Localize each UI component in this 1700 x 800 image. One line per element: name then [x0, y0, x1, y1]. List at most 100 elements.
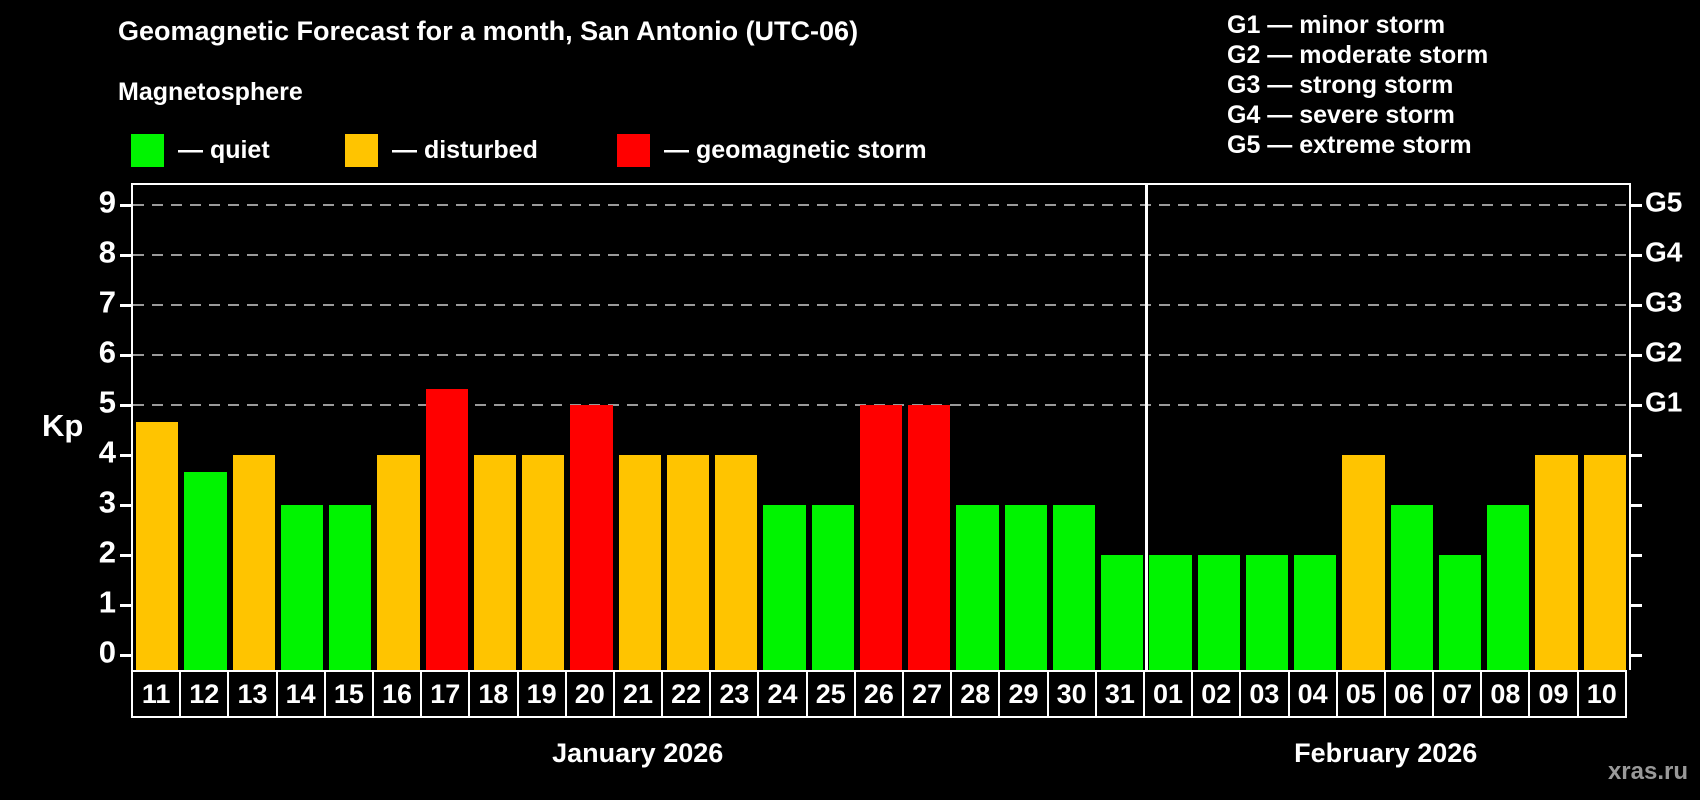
left-tick-kp3: [120, 504, 131, 507]
day-label-cell: 11: [131, 670, 182, 718]
right-tick-kp9: [1631, 204, 1642, 207]
kp-bar-day-22: [666, 455, 710, 670]
y-axis-label-2: 2: [98, 534, 116, 570]
y-axis-label-8: 8: [98, 234, 116, 270]
day-label-cell: 23: [709, 670, 760, 718]
y-axis-label-4: 4: [98, 434, 116, 470]
day-label-cell: 13: [227, 670, 278, 718]
kp-bar-day-08: [1487, 505, 1530, 670]
x-axis-day-row: 11 12 13 14 15 16 17 18 19 20 21 22 23 24 25 26 27 28 29 30…: [131, 670, 1627, 718]
right-tick-kp7: [1631, 304, 1642, 307]
day-label-cell: 30: [1046, 670, 1097, 718]
kp-bar-day-31: [1101, 555, 1144, 670]
kp-bar-day-11: [136, 421, 179, 670]
y-axis-label-5: 5: [98, 384, 116, 420]
kp-bar-day-27: [908, 405, 951, 670]
day-label-cell: 07: [1432, 670, 1483, 718]
right-axis-label-G2: G2: [1645, 336, 1683, 368]
kp-bar-day-24: [763, 505, 806, 670]
right-tick-kp5: [1631, 404, 1642, 407]
day-label-cell: 17: [420, 670, 471, 718]
storm-scale-line-1: G1 — minor storm: [1227, 11, 1446, 39]
series-legend: — quiet — disturbed — geomagnetic storm: [0, 133, 1100, 167]
quiet-swatch: [131, 133, 164, 167]
left-tick-kp5: [120, 404, 131, 407]
right-axis-label-G1: G1: [1645, 386, 1683, 418]
legend-item-label: — geomagnetic storm: [664, 135, 927, 164]
day-label-cell: 09: [1528, 670, 1579, 718]
day-label-cell: 04: [1287, 670, 1338, 718]
kp-bar-day-26: [859, 405, 903, 670]
day-label-cell: 29: [998, 670, 1049, 718]
kp-bar-day-12: [184, 471, 227, 670]
right-tick-kp8: [1631, 254, 1642, 257]
storm-swatch: [617, 133, 650, 167]
y-axis-label-1: 1: [98, 584, 116, 620]
day-label-cell: 28: [950, 670, 1001, 718]
right-axis-labels: G1 G2 G3 G4 G5: [1645, 183, 1700, 668]
day-label-cell: 10: [1576, 670, 1627, 718]
kp-bar-day-19: [522, 455, 565, 670]
kp-bar-day-01: [1149, 555, 1192, 670]
chart-title: Geomagnetic Forecast for a month, San An…: [118, 16, 859, 46]
magnetosphere-label: Magnetosphere: [118, 78, 303, 106]
day-label-cell: 25: [805, 670, 856, 718]
left-tick-kp9: [120, 204, 131, 207]
day-label-cell: 05: [1335, 670, 1386, 718]
month-separator-line: [1144, 185, 1148, 670]
right-axis-label-G3: G3: [1645, 286, 1683, 318]
y-axis-label-0: 0: [98, 634, 116, 670]
month-label: February 2026: [1294, 738, 1478, 768]
storm-scale-legend: G1 — minor storm G2 — moderate storm G3 — …: [1227, 10, 1488, 160]
left-tick-kp0: [120, 654, 131, 657]
left-tick-kp2: [120, 554, 131, 557]
day-label-cell: 26: [853, 670, 904, 718]
day-label-cell: 31: [1094, 670, 1145, 718]
legend-item-quiet: — quiet: [131, 133, 270, 167]
right-tick-kp4: [1631, 454, 1642, 457]
day-label-cell: 19: [516, 670, 567, 718]
kp-bar-day-30: [1052, 505, 1096, 670]
kp-bar-day-06: [1390, 505, 1433, 670]
storm-scale-line-3: G3 — strong storm: [1227, 71, 1454, 99]
day-label-cell: 18: [468, 670, 519, 718]
month-label: January 2026: [552, 738, 724, 768]
kp-bar-day-29: [1004, 505, 1047, 670]
kp-bar-day-02: [1197, 555, 1240, 670]
day-label-cell: 27: [902, 670, 953, 718]
kp-bar-day-28: [956, 505, 999, 670]
gridline-kp9: [133, 204, 1629, 206]
right-tick-kp0: [1631, 654, 1642, 657]
day-label-cell: 03: [1239, 670, 1290, 718]
kp-bar-day-25: [811, 505, 854, 670]
left-tick-kp8: [120, 254, 131, 257]
storm-scale-line-4: G4 — severe storm: [1227, 101, 1455, 129]
right-axis-label-G4: G4: [1645, 236, 1683, 268]
right-axis-label-G5: G5: [1645, 186, 1683, 218]
kp-bar-day-17: [425, 388, 468, 670]
kp-bar-day-20: [570, 405, 613, 670]
y-axis-label-6: 6: [98, 334, 116, 370]
gridline-kp7: [133, 304, 1629, 306]
left-tick-kp1: [120, 604, 131, 607]
day-label-cell: 15: [323, 670, 374, 718]
legend-item-storm: — geomagnetic storm: [617, 133, 927, 167]
plot-area: [120, 183, 1642, 670]
right-tick-kp6: [1631, 354, 1642, 357]
day-label-cell: 14: [275, 670, 326, 718]
y-axis-label-3: 3: [98, 484, 116, 520]
gridline-kp6: [133, 354, 1629, 356]
legend-item-label: — disturbed: [392, 135, 538, 164]
day-label-cell: 08: [1480, 670, 1531, 718]
kp-bar-day-18: [473, 455, 517, 670]
kp-bar-day-05: [1342, 455, 1385, 670]
kp-bar-day-13: [232, 455, 275, 670]
kp-bar-day-04: [1294, 555, 1337, 670]
kp-bar-day-16: [377, 455, 420, 670]
kp-bar-day-23: [715, 455, 758, 670]
y-axis-label-9: 9: [98, 184, 116, 220]
kp-bar-day-07: [1438, 555, 1482, 670]
left-tick-kp7: [120, 304, 131, 307]
y-axis-tick-labels: 0 1 2 3 4 5 6 7 8 9: [0, 183, 116, 670]
